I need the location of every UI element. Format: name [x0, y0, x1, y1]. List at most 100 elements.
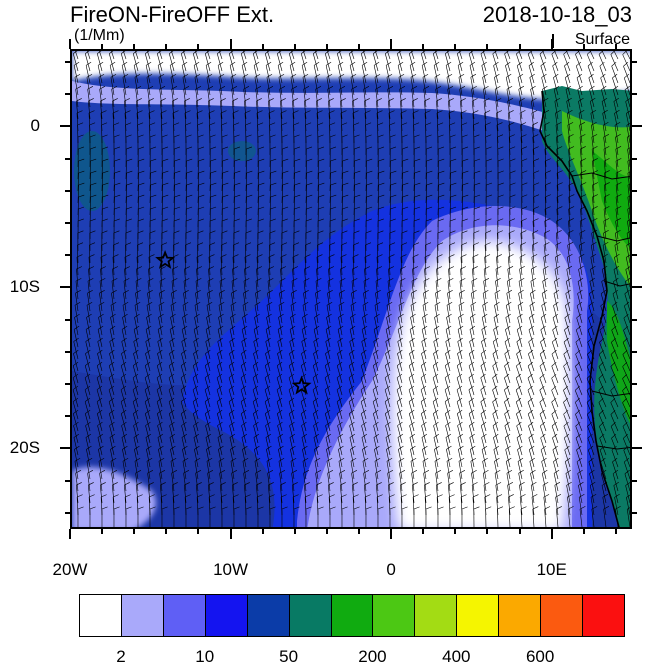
wind-barb-feather — [365, 242, 372, 246]
wind-barb — [459, 89, 463, 108]
wind-barb-feather — [241, 325, 248, 330]
axis-tick — [101, 44, 104, 49]
wind-barb-feather — [578, 265, 584, 270]
wind-barb — [604, 185, 607, 204]
wind-barb-feather — [518, 289, 524, 294]
wind-barb — [325, 65, 331, 84]
wind-barb-feather — [196, 98, 202, 102]
wind-barb — [517, 449, 523, 468]
wind-barb — [121, 425, 127, 444]
wind-barb-feather — [161, 122, 168, 126]
wind-barb-feather — [245, 242, 252, 246]
wind-barb-feather — [73, 421, 79, 426]
wind-barb-feather — [162, 158, 169, 162]
wind-barb-feather — [78, 206, 85, 210]
wind-barb-feather — [434, 457, 441, 462]
wind-barb — [516, 437, 523, 456]
wind-barb — [611, 330, 619, 348]
wind-barb — [136, 101, 139, 120]
wind-barb-feather — [318, 218, 324, 222]
wind-barb-feather — [111, 470, 118, 474]
wind-barb — [519, 269, 523, 288]
colorbar-swatch — [498, 594, 542, 637]
wind-barb — [449, 244, 451, 264]
wind-barb-feather — [402, 194, 409, 198]
wind-barb-feather — [494, 469, 501, 474]
wind-barb — [447, 293, 451, 312]
wind-barb-feather — [330, 194, 337, 198]
wind-barb-feather — [303, 278, 310, 282]
wind-barb-feather — [426, 194, 433, 198]
wind-barb-feather — [255, 470, 262, 474]
wind-barb-feather — [376, 494, 383, 498]
wind-barb — [542, 485, 547, 504]
wind-barb-feather — [400, 98, 406, 102]
wind-barb — [109, 437, 115, 456]
wind-barb-feather — [258, 158, 265, 162]
wind-barb — [516, 353, 523, 372]
wind-barb-feather — [449, 134, 456, 138]
wind-barb-feather — [495, 482, 502, 486]
wind-barb — [88, 269, 91, 288]
wind-barb — [544, 161, 547, 180]
wind-barb — [468, 389, 475, 408]
wind-barb-feather — [361, 361, 367, 366]
wind-barb — [456, 413, 463, 432]
wind-barb-feather — [349, 421, 355, 426]
wind-barb-feather — [509, 194, 516, 198]
wind-barb — [410, 77, 415, 96]
wind-barb — [551, 341, 559, 360]
wind-barb-feather — [301, 337, 307, 342]
wind-barb-feather — [74, 445, 80, 450]
wind-barb — [137, 244, 139, 264]
wind-barb-feather — [587, 421, 593, 427]
wind-barb — [87, 473, 91, 492]
wind-barb — [351, 51, 355, 60]
wind-barb — [471, 89, 475, 108]
wind-barb-feather — [169, 325, 176, 330]
wind-barb-feather — [363, 470, 370, 474]
wind-barb-feather — [265, 325, 272, 330]
wind-barb-feather — [462, 182, 469, 186]
wind-barb — [230, 77, 235, 96]
axis-tick — [197, 529, 200, 534]
wind-barb — [325, 437, 331, 456]
wind-barb — [290, 461, 295, 480]
wind-barb — [329, 244, 331, 264]
wind-barb-feather — [564, 325, 570, 331]
wind-barb — [623, 438, 630, 456]
field-west-patch — [74, 131, 110, 211]
wind-barb — [603, 221, 607, 240]
wind-barb-feather — [157, 349, 163, 354]
wind-barb-feather — [459, 278, 466, 282]
wind-barb-feather — [437, 134, 444, 138]
wind-barb — [197, 160, 199, 180]
wind-barb-feather — [133, 61, 140, 66]
wind-barb-feather — [138, 146, 145, 150]
wind-barb-feather — [328, 98, 334, 102]
wind-barb — [508, 245, 511, 264]
wind-barb — [552, 449, 559, 468]
wind-barb-feather — [220, 110, 227, 114]
wind-barb — [592, 161, 595, 180]
axis-tick — [632, 479, 637, 482]
wind-barb-feather — [350, 301, 357, 306]
wind-barb-feather — [568, 158, 575, 162]
wind-barb-feather — [100, 98, 106, 102]
wind-barb-feather — [542, 481, 549, 486]
wind-barb — [194, 317, 199, 336]
wind-barb-feather — [436, 266, 443, 270]
colorbar-swatch — [456, 594, 500, 637]
wind-barb — [563, 366, 571, 384]
wind-barb-feather — [208, 266, 215, 270]
wind-barb-feather — [88, 494, 95, 498]
wind-barb — [257, 244, 259, 264]
wind-barb-feather — [625, 482, 630, 486]
wind-barb — [277, 353, 283, 372]
wind-barb — [481, 449, 487, 468]
wind-barb — [461, 160, 463, 180]
wind-barb-feather — [625, 98, 630, 102]
wind-barb — [482, 293, 487, 312]
wind-barb-feather — [206, 301, 213, 306]
wind-barb — [88, 101, 91, 120]
